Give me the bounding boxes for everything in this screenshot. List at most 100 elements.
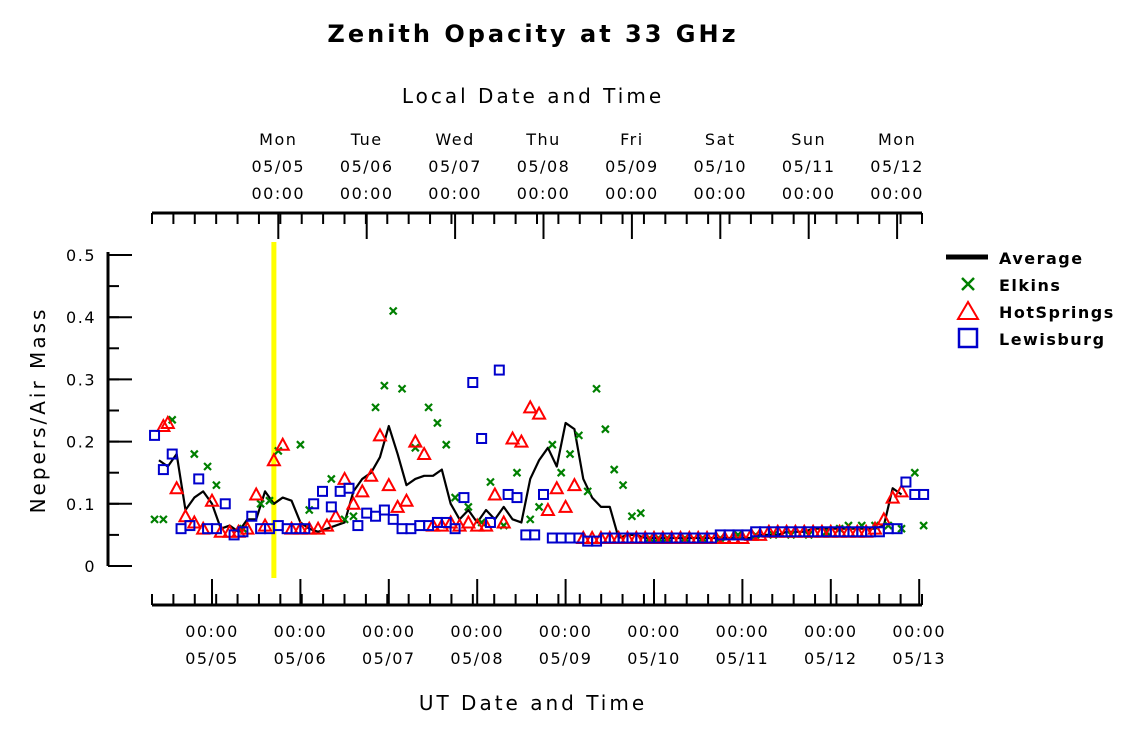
data-point-hotsprings [752,526,768,541]
bottom-tick-date-label: 05/12 [804,649,858,668]
top-tick-day-label: Sat [705,130,736,149]
data-point-elkins [159,515,168,524]
x-stroke [265,496,274,505]
data-point-lewisburg [396,523,408,535]
data-point-elkins [327,474,336,484]
x-stroke [961,277,975,291]
data-point-hotsprings [734,529,751,545]
x-stroke [150,515,159,524]
chart-legend: Average Elkins HotSprings Lewisburg [946,249,1113,349]
x-stroke [919,521,928,530]
data-point-lewisburg [458,492,470,504]
data-point-lewisburg [511,492,523,504]
series-elkins [150,306,928,543]
data-point-elkins [512,468,522,477]
x-stroke [592,384,601,394]
data-point-elkins [433,418,442,428]
data-point-lewisburg [502,488,514,500]
data-point-hotsprings [168,480,185,495]
data-point-lewisburg [440,516,452,528]
top-tick-date-label: 05/10 [693,157,747,176]
data-point-lewisburg [891,523,903,535]
top-tick-date-label: 05/06 [340,157,394,176]
data-point-hotsprings [363,467,379,482]
bottom-tick-time-label: 00:00 [185,622,239,641]
bottom-tick-date-label: 05/11 [716,649,770,668]
legend-label-average: Average [999,249,1084,268]
x-stroke [371,403,380,412]
top-tick-time-label: 00:00 [605,184,659,203]
data-point-elkins [388,306,398,316]
data-point-elkins [349,511,358,521]
data-point-hotsprings [381,477,397,492]
data-point-lewisburg [909,488,921,500]
data-point-elkins [556,468,566,477]
y-tick-label: 0.2 [66,433,96,452]
data-point-elkins [592,384,601,394]
legend-item-average: Average [946,249,1084,268]
data-point-hotsprings [155,417,172,433]
x-stroke [441,440,451,449]
top-tick-time-label: 00:00 [428,184,482,203]
bottom-tick-date-label: 05/09 [539,649,593,668]
data-point-lewisburg [308,498,320,510]
data-point-lewisburg [476,432,488,444]
data-point-hotsprings [354,483,370,498]
data-point-hotsprings [336,470,353,485]
x-stroke [548,440,557,449]
data-point-hotsprings [160,414,176,429]
data-point-lewisburg [529,529,541,541]
data-point-hotsprings [310,520,326,535]
bottom-tick-time-label: 00:00 [627,622,681,641]
data-point-elkins [609,465,619,474]
data-point-hotsprings [469,517,485,532]
plot-area [149,242,930,578]
data-point-elkins [274,446,283,456]
top-tick-day-label: Wed [435,130,474,149]
series-lewisburg [149,364,930,547]
data-point-hotsprings [478,517,494,532]
data-point-elkins [548,440,557,449]
data-point-elkins [450,493,460,502]
data-point-lewisburg [210,523,222,535]
data-point-hotsprings [522,399,538,414]
x-stroke [397,384,407,394]
data-point-lewisburg [157,464,169,476]
x-stroke [274,446,283,456]
chart-title: Zenith Opacity at 33 GHz [327,20,738,48]
legend-item-hotsprings: HotSprings [956,300,1113,322]
top-tick-time-label: 00:00 [517,184,571,203]
data-point-lewisburg [175,523,187,535]
data-point-lewisburg [237,526,249,538]
data-point-hotsprings [460,514,477,529]
data-point-elkins [256,499,265,509]
data-point-hotsprings [416,445,432,461]
bottom-tick-time-label: 00:00 [274,622,328,641]
data-point-hotsprings [266,452,282,467]
bottom-tick-date-label: 05/13 [892,649,946,668]
legend-swatch-lewisburg [957,327,979,349]
bottom-tick-date-label: 05/06 [274,649,328,668]
x-stroke [525,515,535,524]
data-point-elkins [486,477,495,487]
data-point-elkins [636,508,646,518]
data-point-lewisburg [918,488,930,500]
x-stroke [636,508,646,518]
y-tick-label: 0.3 [66,370,96,389]
x-stroke [388,306,398,316]
x-stroke [424,403,433,412]
data-point-elkins [910,468,920,477]
data-point-hotsprings [531,405,547,420]
data-point-hotsprings [566,477,583,492]
x-stroke [450,493,460,502]
data-point-hotsprings [540,501,556,517]
data-point-lewisburg [343,482,355,494]
x-stroke [512,468,522,477]
data-point-lewisburg [538,488,549,500]
data-point-lewisburg [564,532,576,544]
data-point-elkins [371,403,380,412]
bottom-tick-date-label: 05/08 [450,649,504,668]
data-point-elkins [397,384,407,394]
x-stroke [627,511,637,521]
